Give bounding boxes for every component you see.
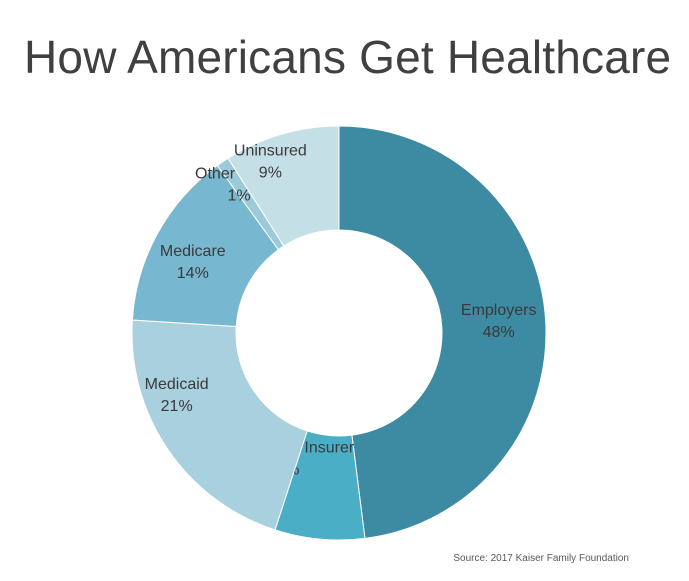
source-note: Source: 2017 Kaiser Family Foundation (453, 553, 629, 564)
slice-label-medicaid: Medicaid (145, 376, 209, 393)
slice-medicaid (131, 319, 308, 531)
slice-label-medicare: Medicare (160, 243, 226, 260)
slice-uninsured (227, 125, 340, 247)
slice-label-uninsured: Uninsured (234, 142, 307, 159)
slice-value-employers: 48% (483, 324, 515, 341)
slice-value-other-public: 1% (228, 188, 251, 205)
slice-employers (338, 125, 547, 539)
slice-label-employers: Employers (461, 302, 537, 319)
slice-value-medicaid: 21% (161, 398, 193, 415)
slice-value-medicare: 14% (177, 265, 209, 282)
chart-title: How Americans Get Healthcare (24, 31, 672, 83)
slice-value-uninsured: 9% (259, 164, 282, 181)
slice-medicare (131, 164, 280, 328)
